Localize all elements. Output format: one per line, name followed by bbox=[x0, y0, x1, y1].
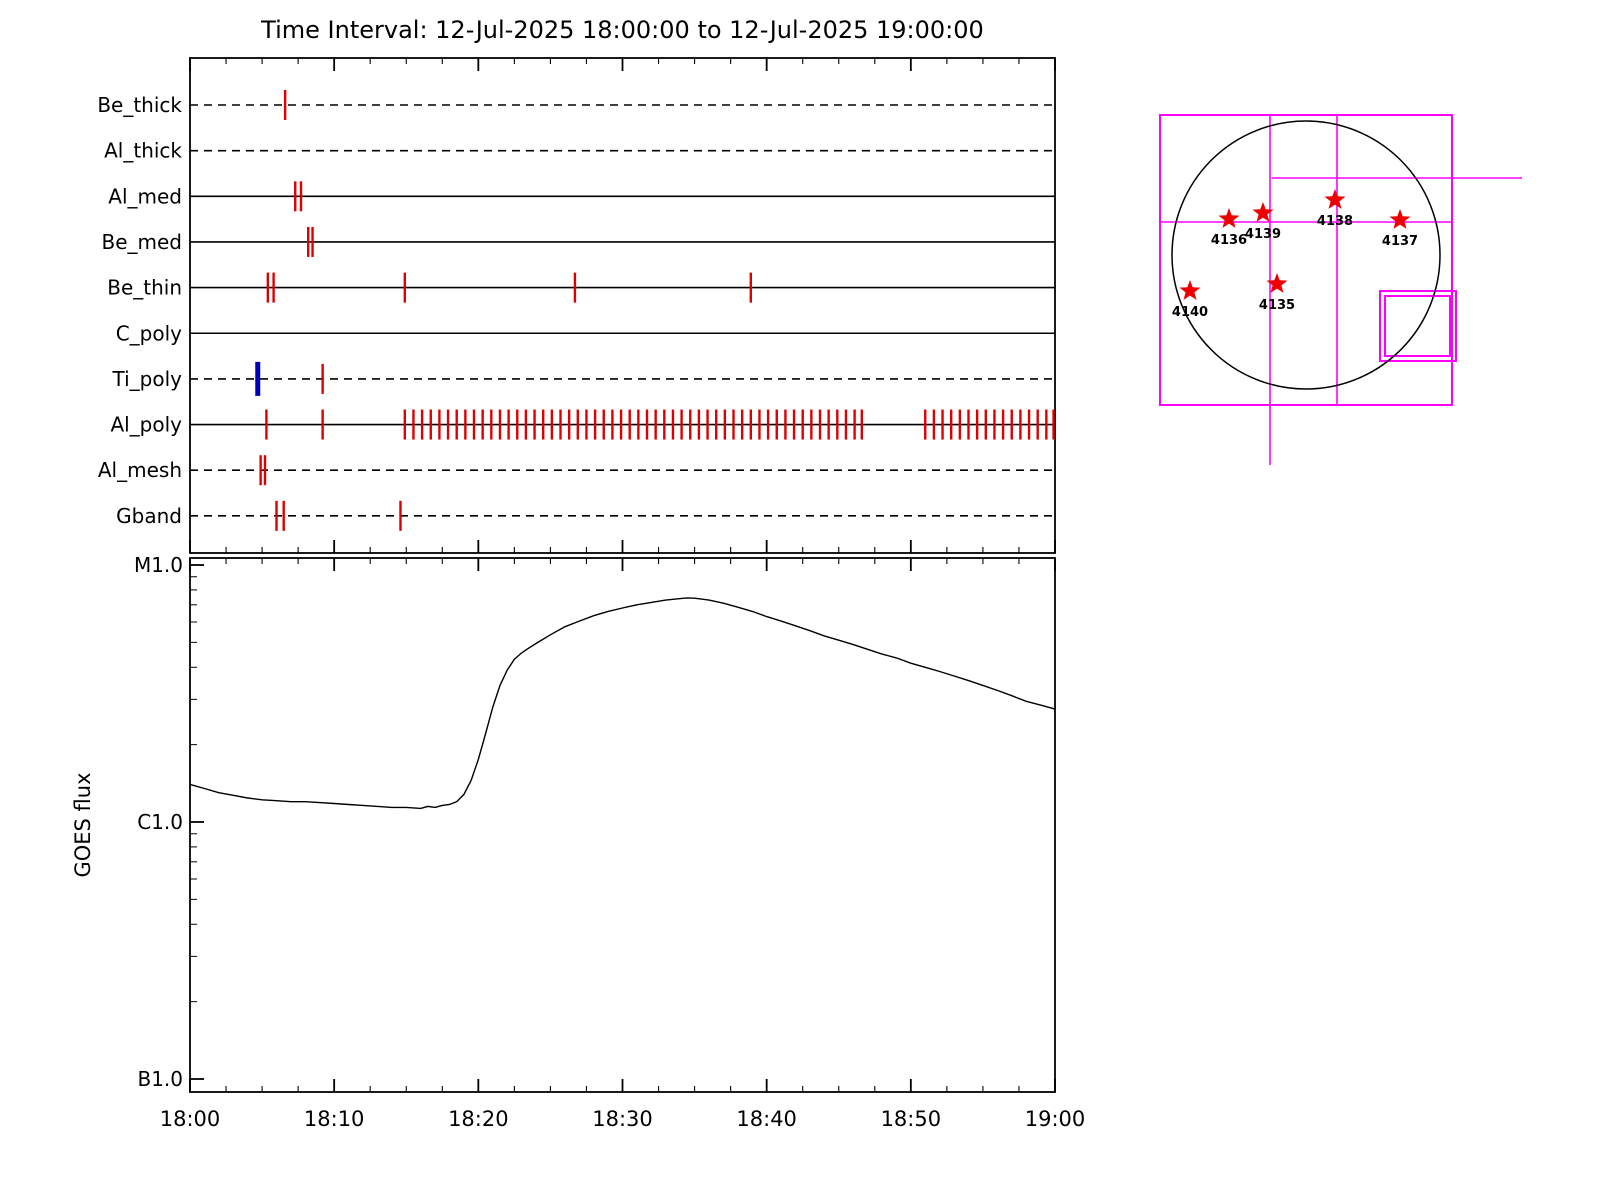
row-label: Al_mesh bbox=[98, 458, 182, 482]
solar-limb bbox=[1171, 120, 1441, 390]
row-label: Al_med bbox=[108, 184, 182, 208]
x-tick-label: 18:20 bbox=[448, 1107, 509, 1131]
row-label: Be_thin bbox=[107, 276, 182, 300]
active-region-label: 4137 bbox=[1382, 234, 1418, 249]
x-tick-label: 18:50 bbox=[881, 1107, 942, 1131]
active-region-star bbox=[1266, 273, 1288, 293]
row-label: Al_thick bbox=[104, 139, 182, 163]
x-tick-label: 18:10 bbox=[304, 1107, 365, 1131]
y-axis-label: GOES flux bbox=[71, 772, 95, 877]
y-tick-label: B1.0 bbox=[137, 1067, 183, 1091]
goes-panel: M1.0 C1.0 B1.0 18:00 18:10 18:20 18:30 18:40 18:… bbox=[71, 553, 1085, 1131]
x-tick-label: 18:00 bbox=[160, 1107, 221, 1131]
active-region-label: 4139 bbox=[1245, 227, 1281, 242]
row-label: Al_poly bbox=[110, 413, 182, 437]
goes-flux-curve bbox=[189, 597, 1056, 810]
fov-box bbox=[1379, 290, 1457, 362]
row-label: Gband bbox=[116, 504, 182, 528]
x-tick-label: 18:40 bbox=[736, 1107, 797, 1131]
active-region-star bbox=[1389, 209, 1411, 229]
timeline-rows: Be_thick Al_thick Al_med Be_med Be_thin C_pol… bbox=[97, 90, 1055, 531]
timeline-row-Al_mesh: Al_mesh bbox=[98, 455, 1055, 486]
x-tick-label: 19:00 bbox=[1025, 1107, 1086, 1131]
timeline-row-Be_thick: Be_thick bbox=[97, 90, 1055, 120]
timeline-row-Al_poly: Al_poly bbox=[110, 409, 1055, 440]
timeline-row-C_poly: C_poly bbox=[116, 321, 1055, 345]
fov-box bbox=[1384, 295, 1451, 357]
active-region-star bbox=[1252, 202, 1274, 222]
timeline-row-Be_med: Be_med bbox=[101, 226, 1055, 257]
active-region-label: 4138 bbox=[1317, 214, 1353, 229]
active-region-star bbox=[1179, 280, 1201, 300]
timeline-row-Ti_poly: Ti_poly bbox=[112, 361, 1055, 396]
row-label: C_poly bbox=[116, 321, 182, 345]
active-region-label: 4136 bbox=[1211, 233, 1247, 248]
fov-box bbox=[1159, 114, 1453, 406]
timeline-row-Be_thin: Be_thin bbox=[107, 272, 1055, 303]
active-region-star bbox=[1324, 189, 1346, 209]
timeline-row-Al_med: Al_med bbox=[108, 181, 1055, 212]
goes-panel-border bbox=[189, 557, 1056, 1093]
active-region-label: 4140 bbox=[1172, 305, 1208, 320]
row-label: Ti_poly bbox=[112, 367, 183, 391]
y-tick-label: M1.0 bbox=[134, 553, 183, 577]
active-region-star bbox=[1218, 208, 1240, 228]
timeline-row-Al_thick: Al_thick bbox=[104, 139, 1055, 163]
y-tick-label: C1.0 bbox=[137, 810, 183, 834]
x-tick-label: 18:30 bbox=[592, 1107, 653, 1131]
active-region-label: 4135 bbox=[1259, 298, 1295, 313]
row-label: Be_med bbox=[101, 230, 182, 254]
timeline-panel-border bbox=[189, 57, 1056, 554]
row-label: Be_thick bbox=[97, 93, 182, 117]
timeline-row-Gband: Gband bbox=[116, 500, 1055, 531]
chart-title: Time Interval: 12-Jul-2025 18:00:00 to 1… bbox=[261, 16, 984, 44]
